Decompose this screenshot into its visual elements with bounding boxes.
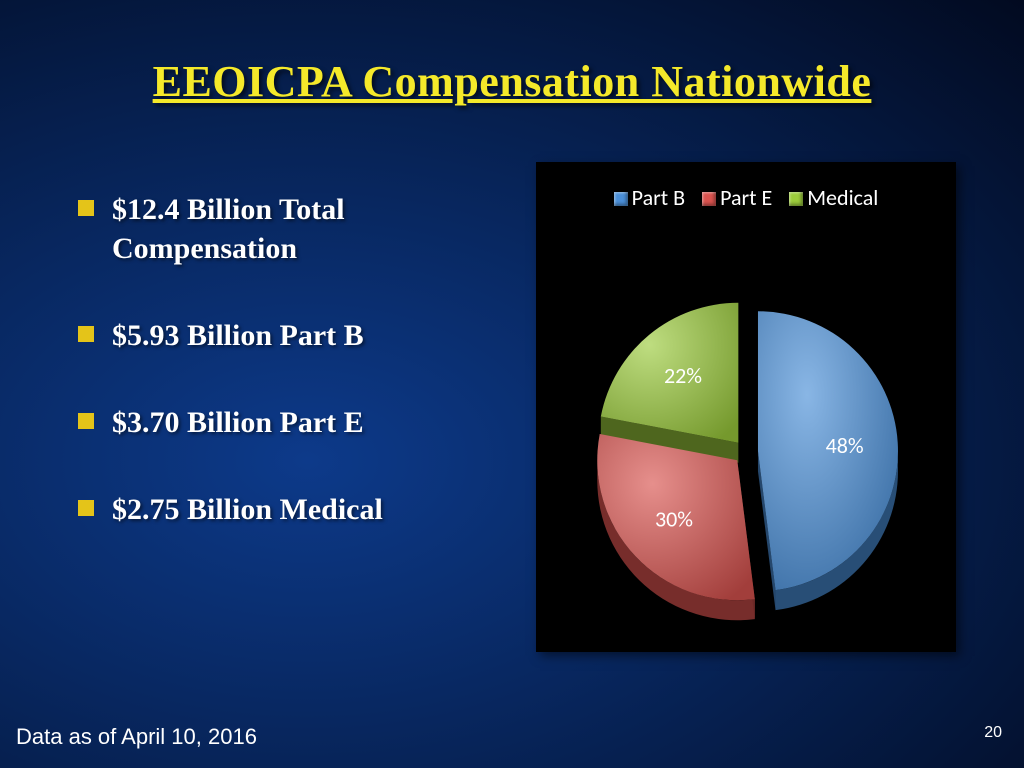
legend-swatch-icon	[614, 192, 628, 206]
legend-label: Part E	[720, 184, 772, 211]
bullet-text: $3.70 Billion Part E	[112, 403, 364, 442]
footer-note: Data as of April 10, 2016	[16, 724, 257, 750]
legend-swatch-icon	[789, 192, 803, 206]
bullet-item: $2.75 Billion Medical	[78, 490, 518, 529]
bullet-item: $5.93 Billion Part B	[78, 316, 518, 355]
legend-label: Medical	[807, 184, 878, 211]
bullet-text: $5.93 Billion Part B	[112, 316, 364, 355]
legend-item-medical: Medical	[789, 184, 878, 211]
bullet-marker-icon	[78, 200, 94, 216]
bullet-item: $3.70 Billion Part E	[78, 403, 518, 442]
legend-item-partb: Part B	[614, 184, 685, 211]
legend-swatch-icon	[702, 192, 716, 206]
svg-text:30%: 30%	[655, 506, 693, 533]
chart-legend: Part B Part E Medical	[536, 184, 956, 211]
bullet-list: $12.4 Billion Total Compensation $5.93 B…	[78, 190, 518, 577]
page-title: EEOICPA Compensation Nationwide	[0, 56, 1024, 107]
bullet-text: $12.4 Billion Total Compensation	[112, 190, 518, 268]
legend-item-parte: Part E	[702, 184, 772, 211]
svg-text:22%: 22%	[664, 362, 702, 389]
svg-text:48%: 48%	[826, 432, 864, 459]
legend-label: Part B	[632, 184, 685, 211]
bullet-text: $2.75 Billion Medical	[112, 490, 383, 529]
bullet-marker-icon	[78, 326, 94, 342]
bullet-item: $12.4 Billion Total Compensation	[78, 190, 518, 268]
pie-chart: 48% 30% 22%	[536, 252, 956, 652]
bullet-marker-icon	[78, 413, 94, 429]
page-number: 20	[984, 724, 1002, 742]
pie-chart-panel: Part B Part E Medical 48% 30% 22%	[536, 162, 956, 652]
bullet-marker-icon	[78, 500, 94, 516]
